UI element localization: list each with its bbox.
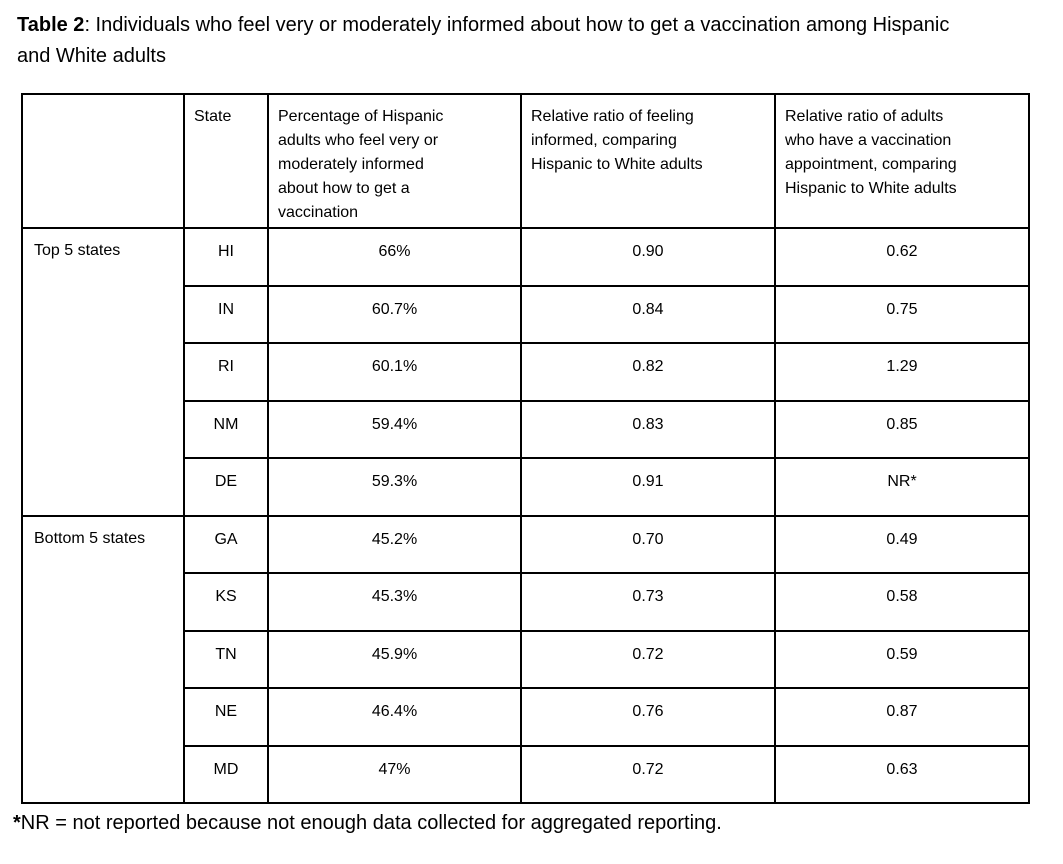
group-label-top5: Top 5 states	[21, 227, 185, 517]
ratio-informed-cell: 0.84	[520, 284, 776, 344]
header-ratio-appointment: Relative ratio of adults who have a vacc…	[774, 93, 1030, 229]
ratio-appointment-cell: 0.49	[774, 514, 1030, 574]
ratio-informed-cell: 0.72	[520, 744, 776, 804]
ratio-appointment-cell: 0.85	[774, 399, 1030, 459]
ratio-appointment-cell: 0.62	[774, 227, 1030, 287]
table-row: NE 46.4% 0.76 0.87	[22, 687, 1030, 747]
table-row: RI 60.1% 0.82 1.29	[22, 342, 1030, 402]
header-ratio-informed: Relative ratio of feeling informed, comp…	[520, 93, 776, 229]
pct-cell: 46.4%	[267, 687, 522, 747]
table-row: IN 60.7% 0.84 0.75	[22, 284, 1030, 344]
ratio-appointment-cell: 1.29	[774, 342, 1030, 402]
pct-cell: 60.1%	[267, 342, 522, 402]
ratio-informed-cell: 0.73	[520, 572, 776, 632]
state-cell: IN	[183, 284, 269, 344]
ratio-informed-cell: 0.70	[520, 514, 776, 574]
state-cell: NE	[183, 687, 269, 747]
state-cell: NM	[183, 399, 269, 459]
pct-cell: 45.3%	[267, 572, 522, 632]
ratio-informed-cell: 0.90	[520, 227, 776, 287]
ratio-appointment-cell: 0.75	[774, 284, 1030, 344]
table-row: Top 5 states HI 66% 0.90 0.62	[21, 227, 1030, 517]
state-cell: HI	[183, 227, 269, 287]
ratio-informed-cell: 0.72	[520, 629, 776, 689]
state-cell: TN	[183, 629, 269, 689]
table-row: MD 47% 0.72 0.63	[22, 744, 1030, 804]
footnote: *NR = not reported because not enough da…	[13, 810, 722, 837]
ratio-appointment-cell: 0.59	[774, 629, 1030, 689]
ratio-appointment-cell: 0.87	[774, 687, 1030, 747]
state-cell: GA	[183, 514, 269, 574]
pct-cell: 59.4%	[267, 399, 522, 459]
ratio-informed-cell: 0.82	[520, 342, 776, 402]
footnote-text: NR = not reported because not enough dat…	[20, 812, 722, 834]
header-empty	[21, 93, 185, 229]
group-label-bottom5: Bottom 5 states	[21, 514, 185, 804]
table-row: DE 59.3% 0.91 NR*	[22, 457, 1030, 517]
table-row: NM 59.4% 0.83 0.85	[22, 399, 1030, 459]
table-title-text: : Individuals who feel very or moderatel…	[17, 14, 950, 67]
ratio-informed-cell: 0.76	[520, 687, 776, 747]
ratio-informed-cell: 0.91	[520, 457, 776, 517]
header-row: State Percentage of Hispanic adults who …	[21, 93, 1030, 229]
table-title-label: Table 2	[17, 14, 85, 36]
state-cell: DE	[183, 457, 269, 517]
table-row: TN 45.9% 0.72 0.59	[22, 629, 1030, 689]
pct-cell: 45.2%	[267, 514, 522, 574]
footnote-asterisk: *	[13, 812, 21, 834]
table-row: KS 45.3% 0.73 0.58	[22, 572, 1030, 632]
informed-vaccination-table: State Percentage of Hispanic adults who …	[21, 93, 1030, 804]
table-row: Bottom 5 states GA 45.2% 0.70 0.49	[21, 514, 1030, 804]
state-cell: KS	[183, 572, 269, 632]
pct-cell: 66%	[267, 227, 522, 287]
state-cell: RI	[183, 342, 269, 402]
state-cell: MD	[183, 744, 269, 804]
pct-cell: 47%	[267, 744, 522, 804]
table-title: Table 2: Individuals who feel very or mo…	[17, 10, 977, 72]
pct-cell: 60.7%	[267, 284, 522, 344]
header-percentage-informed: Percentage of Hispanic adults who feel v…	[267, 93, 522, 229]
ratio-appointment-cell: NR*	[774, 457, 1030, 517]
pct-cell: 45.9%	[267, 629, 522, 689]
header-state: State	[183, 93, 269, 229]
ratio-appointment-cell: 0.63	[774, 744, 1030, 804]
pct-cell: 59.3%	[267, 457, 522, 517]
ratio-informed-cell: 0.83	[520, 399, 776, 459]
ratio-appointment-cell: 0.58	[774, 572, 1030, 632]
